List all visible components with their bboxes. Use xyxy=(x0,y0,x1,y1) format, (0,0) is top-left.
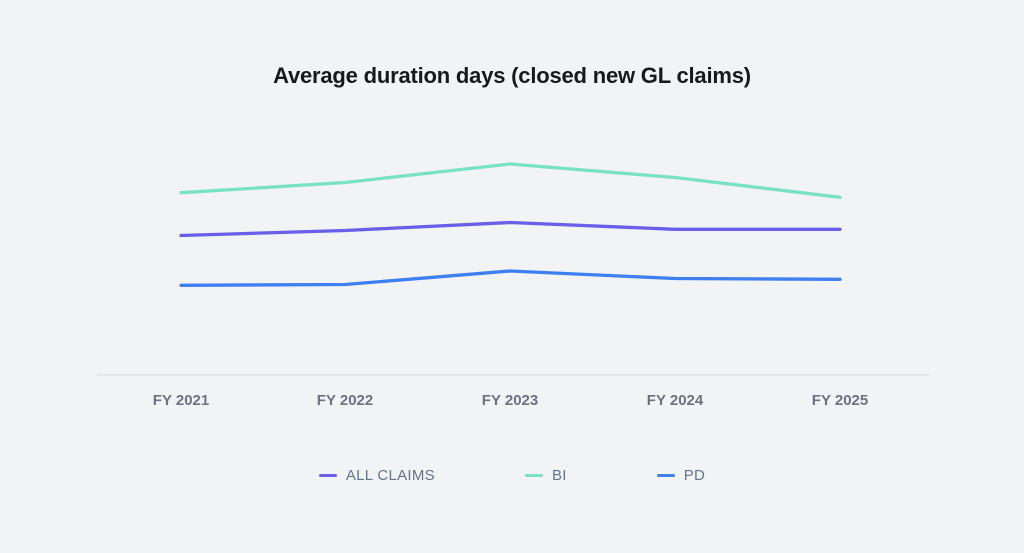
legend-item-pd[interactable]: PD xyxy=(656,467,706,484)
legend-swatch xyxy=(318,473,337,478)
x-tick-label: FY 2025 xyxy=(811,392,869,409)
legend-label: ALL CLAIMS xyxy=(345,467,435,484)
series-line-all-claims xyxy=(179,220,842,238)
x-tick-label: FY 2022 xyxy=(316,392,374,409)
chart-title: Average duration days (closed new GL cla… xyxy=(273,63,751,88)
legend-swatch xyxy=(656,473,675,478)
x-tick-label: FY 2023 xyxy=(481,392,539,409)
legend-label: BI xyxy=(551,467,567,484)
legend: ALL CLAIMS BI PD xyxy=(0,467,1024,484)
x-tick-label: FY 2021 xyxy=(152,392,210,409)
series-line-bi xyxy=(179,162,842,199)
series-line-pd xyxy=(179,269,842,287)
legend-item-all-claims[interactable]: ALL CLAIMS xyxy=(318,467,435,484)
legend-swatch xyxy=(524,473,543,478)
legend-item-bi[interactable]: BI xyxy=(524,467,567,484)
legend-label: PD xyxy=(683,467,706,484)
x-tick-label: FY 2024 xyxy=(646,392,704,409)
